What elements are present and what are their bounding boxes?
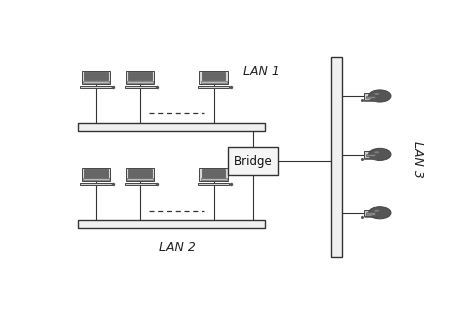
Ellipse shape — [374, 210, 379, 212]
Bar — [78, 123, 265, 131]
Bar — [82, 71, 110, 84]
Bar — [364, 93, 377, 100]
Bar — [127, 178, 153, 180]
Bar — [365, 154, 375, 156]
Bar — [82, 168, 110, 181]
Ellipse shape — [369, 90, 391, 102]
Bar — [365, 215, 372, 216]
Bar — [127, 81, 153, 83]
Bar — [125, 183, 155, 185]
Bar — [198, 183, 229, 185]
Bar — [198, 86, 229, 88]
Bar — [83, 81, 109, 83]
Bar — [126, 71, 154, 84]
Bar — [364, 151, 377, 158]
Bar — [200, 71, 228, 84]
Ellipse shape — [369, 207, 391, 219]
Bar — [364, 158, 377, 159]
Bar — [125, 86, 155, 88]
Bar — [84, 169, 108, 178]
Text: LAN 1: LAN 1 — [243, 65, 280, 78]
Text: LAN 3: LAN 3 — [411, 141, 424, 178]
Bar — [331, 58, 342, 257]
Ellipse shape — [369, 148, 391, 161]
Bar — [83, 178, 109, 180]
Bar — [365, 96, 375, 98]
Text: LAN 2: LAN 2 — [159, 241, 196, 254]
Bar — [81, 86, 111, 88]
Bar — [202, 169, 225, 178]
Bar — [81, 183, 111, 185]
Bar — [365, 212, 375, 215]
Ellipse shape — [374, 151, 379, 153]
Text: Bridge: Bridge — [234, 155, 273, 168]
Bar — [128, 169, 152, 178]
Bar — [364, 210, 377, 216]
Bar — [200, 168, 228, 181]
Bar — [78, 220, 265, 228]
Bar — [202, 72, 225, 81]
Bar — [364, 100, 377, 101]
Bar — [365, 98, 372, 99]
Bar — [201, 81, 227, 83]
Bar — [128, 72, 152, 81]
Ellipse shape — [374, 93, 379, 95]
Bar — [201, 178, 227, 180]
Bar — [126, 168, 154, 181]
Bar — [228, 147, 278, 175]
Bar — [84, 72, 108, 81]
